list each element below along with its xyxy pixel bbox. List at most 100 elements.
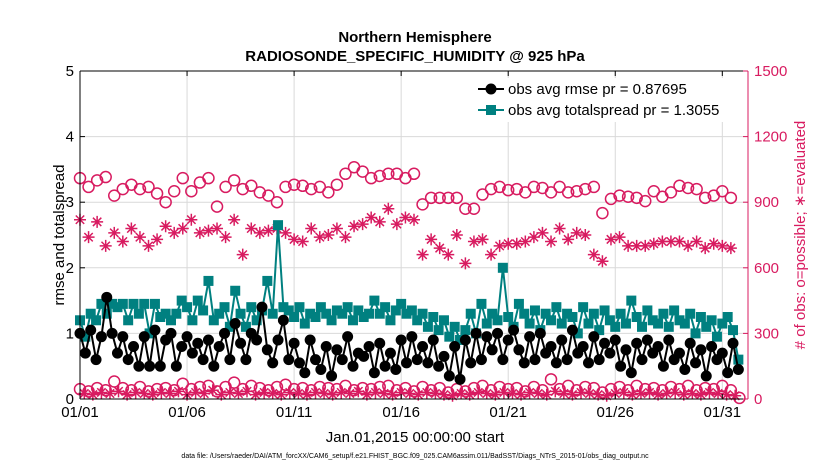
- data-point-glyph: [467, 235, 480, 248]
- data-point: [433, 242, 446, 255]
- data-point-glyph: [241, 385, 253, 398]
- data-point: [561, 186, 575, 199]
- data-point: [163, 387, 176, 400]
- data-point: [679, 318, 690, 329]
- chart-title: Northern Hemisphere: [338, 29, 491, 46]
- data-point: [425, 233, 438, 246]
- data-point: [235, 337, 247, 349]
- data-point-glyph: [480, 387, 493, 400]
- data-point: [615, 360, 627, 372]
- data-point: [493, 180, 506, 194]
- data-point-glyph: [373, 215, 386, 228]
- data-point: [626, 295, 637, 306]
- data-point: [717, 318, 728, 329]
- data-point: [396, 298, 407, 309]
- data-point: [343, 387, 356, 400]
- data-point: [330, 178, 344, 191]
- data-point: [356, 218, 369, 231]
- data-point: [270, 380, 284, 394]
- data-point: [698, 381, 712, 395]
- data-point: [433, 325, 444, 336]
- data-point: [408, 213, 420, 226]
- data-point: [99, 239, 112, 252]
- data-point-glyph: [318, 387, 331, 400]
- data-point-glyph: [168, 226, 181, 239]
- data-point: [273, 220, 284, 231]
- data-point: [150, 187, 164, 200]
- data-point: [626, 388, 639, 401]
- series-group: [78, 384, 742, 402]
- data-point: [459, 257, 472, 270]
- data-point-glyph: [116, 235, 129, 248]
- data-point: [476, 188, 489, 201]
- data-point-glyph: [485, 248, 498, 261]
- data-point: [416, 198, 429, 211]
- data-point: [527, 180, 541, 194]
- data-point-glyph: [369, 386, 382, 399]
- data-point: [647, 185, 661, 198]
- data-point: [296, 235, 309, 248]
- data-point-glyph: [283, 386, 296, 399]
- data-point: [663, 334, 675, 346]
- data-point: [373, 169, 386, 183]
- data-point-glyph: [99, 239, 112, 252]
- data-point: [129, 386, 142, 399]
- data-point-glyph: [211, 222, 224, 235]
- data-point: [90, 381, 104, 395]
- x-tick-label: 01/26: [596, 404, 634, 421]
- data-point: [604, 382, 618, 396]
- data-point: [187, 315, 198, 326]
- data-point: [417, 308, 428, 319]
- data-point: [401, 357, 413, 369]
- data-point-glyph: [476, 233, 489, 246]
- data-point: [272, 334, 284, 346]
- data-point: [588, 308, 599, 319]
- data-point: [664, 186, 678, 199]
- data-point: [519, 308, 530, 319]
- data-point: [229, 318, 241, 330]
- data-point: [406, 331, 418, 343]
- data-point: [304, 182, 318, 196]
- data-point: [232, 387, 245, 400]
- data-point-glyph: [378, 387, 391, 400]
- data-point: [720, 388, 733, 401]
- data-point: [138, 387, 151, 400]
- data-point: [475, 354, 487, 366]
- data-point: [722, 312, 733, 322]
- data-point-glyph: [497, 386, 510, 399]
- data-point: [685, 308, 696, 319]
- data-point: [610, 321, 621, 332]
- data-point: [587, 180, 601, 194]
- legend-swatch-marker: [485, 83, 497, 95]
- data-point: [149, 298, 160, 309]
- data-point: [378, 387, 391, 400]
- data-point: [429, 387, 442, 400]
- data-point: [549, 385, 562, 398]
- data-point: [459, 334, 471, 346]
- data-point-glyph: [206, 384, 219, 397]
- data-point: [579, 229, 592, 241]
- data-point: [108, 226, 121, 239]
- data-point-glyph: [95, 386, 108, 399]
- data-point: [219, 302, 230, 313]
- data-point-glyph: [142, 239, 155, 252]
- data-point: [369, 386, 382, 399]
- data-point: [236, 248, 249, 261]
- data-point: [133, 231, 146, 244]
- data-point: [582, 357, 594, 369]
- data-point: [502, 237, 515, 250]
- data-point: [165, 315, 176, 326]
- data-point-glyph: [185, 213, 198, 226]
- data-point: [320, 341, 332, 353]
- chart-subtitle: RADIOSONDE_SPECIFIC_HUMIDITY @ 925 hPa: [245, 48, 585, 65]
- data-point: [656, 235, 669, 248]
- data-point: [202, 224, 215, 237]
- data-point-glyph: [429, 387, 442, 400]
- data-point-glyph: [729, 389, 742, 402]
- y-tick-label: 2: [66, 260, 74, 277]
- data-point-glyph: [249, 388, 262, 401]
- data-point: [245, 222, 258, 235]
- data-point: [594, 325, 605, 336]
- data-point: [604, 233, 617, 246]
- data-point: [91, 215, 104, 228]
